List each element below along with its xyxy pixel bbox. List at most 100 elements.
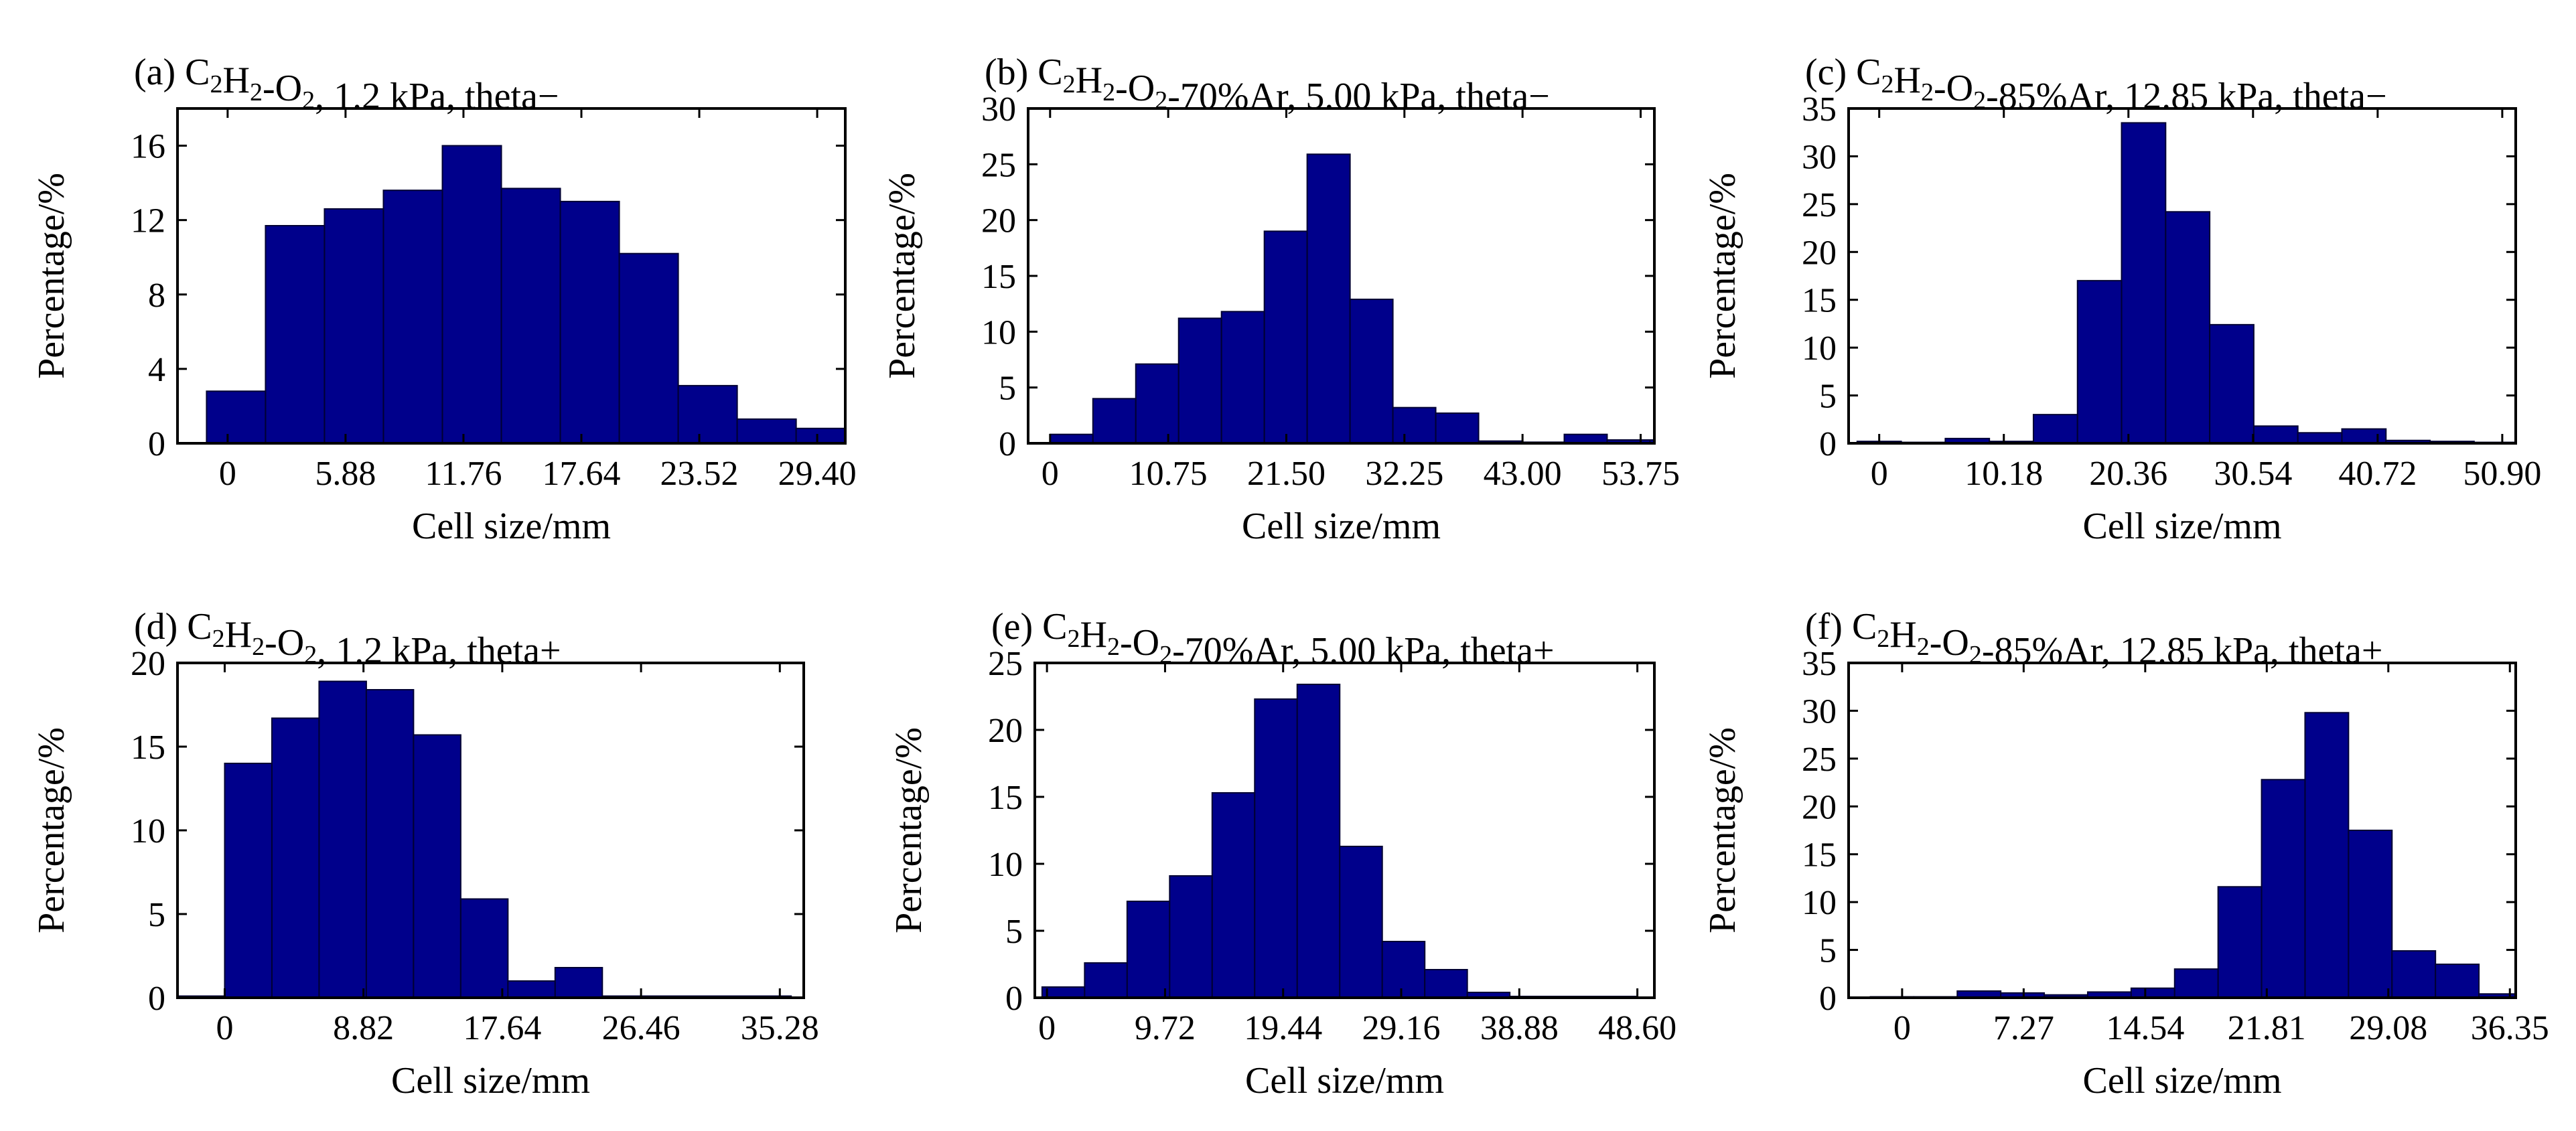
x-axis-label: Cell size/mm — [1242, 506, 1441, 547]
y-tick-label: 15 — [1802, 282, 1837, 320]
y-tick-label: 20 — [981, 202, 1016, 240]
chart-panel-1: 0 5 10 15 20 25 30 0 10.75 21.50 32.25 43.00 53.75 Ce… — [881, 52, 1680, 547]
x-tick-label: 50.90 — [2463, 455, 2541, 493]
y-tick-label: 4 — [148, 351, 165, 389]
y-tick-label: 5 — [148, 896, 165, 934]
chart-title: (b) C2H2-O2-70%Ar, 5.00 kPa, theta− — [985, 52, 1550, 117]
bar — [365, 689, 415, 998]
bar — [413, 734, 461, 998]
x-tick-label: 43.00 — [1484, 455, 1562, 493]
x-tick-label: 29.16 — [1362, 1009, 1441, 1047]
x-tick-label: 10.18 — [1964, 455, 2043, 493]
y-tick-label: 15 — [131, 729, 165, 767]
bar — [618, 252, 679, 444]
bar — [2165, 211, 2211, 444]
x-tick-label: 21.81 — [2228, 1009, 2306, 1047]
chart-title: (a) C2H2-O2, 1.2 kPa, theta− — [134, 52, 559, 117]
x-tick-label: 5.88 — [315, 455, 376, 493]
y-axis-label: Percentage/% — [888, 727, 930, 933]
bar — [2121, 122, 2167, 445]
bar — [2032, 414, 2078, 445]
bar — [224, 763, 273, 998]
bar — [1392, 406, 1437, 445]
bar — [559, 200, 620, 444]
x-tick-label: 9.72 — [1135, 1009, 1196, 1047]
x-tick-label: 17.64 — [542, 455, 620, 493]
x-tick-label: 26.46 — [602, 1009, 681, 1047]
y-tick-label: 0 — [148, 425, 165, 463]
bar — [1435, 412, 1480, 444]
y-tick-label: 15 — [981, 258, 1016, 296]
y-axis-label: Percentage/% — [1702, 173, 1743, 379]
bar — [318, 680, 367, 998]
x-tick-label: 35.28 — [741, 1009, 819, 1047]
y-tick-label: 15 — [1802, 836, 1837, 875]
x-axis-label: Cell size/mm — [391, 1060, 590, 1102]
y-tick-label: 25 — [1802, 741, 1837, 779]
bar — [2076, 280, 2123, 444]
x-tick-label: 23.52 — [660, 455, 739, 493]
x-tick-label: 0 — [216, 1009, 233, 1047]
x-axis-label: Cell size/mm — [1245, 1060, 1444, 1102]
x-tick-label: 0 — [1871, 455, 1888, 493]
bar — [677, 384, 738, 445]
bar — [1126, 901, 1171, 998]
y-tick-label: 5 — [999, 370, 1016, 408]
y-tick-label: 12 — [131, 202, 165, 240]
y-tick-label: 25 — [981, 146, 1016, 184]
y-tick-label: 10 — [988, 846, 1023, 884]
x-tick-label: 53.75 — [1601, 455, 1680, 493]
y-axis-label: Percentage/% — [881, 173, 923, 379]
chart-title: (f) C2H2-O2-85%Ar, 12.85 kPa, theta+ — [1805, 606, 2382, 672]
y-tick-label: 8 — [148, 277, 165, 315]
bar — [1041, 986, 1086, 998]
y-tick-label: 35 — [1802, 645, 1837, 683]
bar — [1177, 317, 1222, 445]
x-axis-label: Cell size/mm — [2082, 506, 2281, 547]
x-axis-label: Cell size/mm — [412, 506, 611, 547]
y-tick-label: 20 — [131, 645, 165, 683]
y-tick-label: 25 — [1802, 186, 1837, 224]
plot-frame — [1847, 107, 2517, 445]
bar — [324, 208, 384, 444]
chart-title: (d) C2H2-O2, 1.2 kPa, theta+ — [134, 606, 561, 672]
y-tick-label: 0 — [999, 425, 1016, 463]
bar — [1135, 363, 1179, 445]
chart-panel-0: 0 4 8 12 16 0 5.88 11.76 17.64 23.52 29.40 Cell siz… — [31, 52, 857, 547]
x-tick-label: 19.44 — [1244, 1009, 1322, 1047]
bar — [1220, 311, 1265, 445]
x-tick-label: 10.75 — [1129, 455, 1208, 493]
chart-title: (e) C2H2-O2-70%Ar, 5.00 kPa, theta+ — [991, 606, 1555, 672]
y-tick-label: 5 — [1819, 378, 1837, 416]
x-axis-label: Cell size/mm — [2082, 1060, 2281, 1102]
x-tick-label: 14.54 — [2106, 1009, 2184, 1047]
y-axis-label: Percentage/% — [1702, 727, 1743, 933]
bar — [2130, 987, 2175, 998]
x-tick-label: 0 — [1038, 1009, 1056, 1047]
x-tick-label: 38.88 — [1480, 1009, 1559, 1047]
bar — [459, 898, 509, 998]
bar — [2348, 830, 2393, 998]
x-tick-label: 11.76 — [425, 455, 502, 493]
chart-panel-3: 0 5 10 15 20 0 8.82 17.64 26.46 35.28 Cell size/mm… — [31, 606, 819, 1102]
y-tick-label: 0 — [148, 980, 165, 1018]
y-tick-label: 30 — [981, 90, 1016, 129]
bar — [382, 190, 443, 444]
bar — [1211, 792, 1256, 998]
bar — [1092, 398, 1137, 444]
y-tick-label: 10 — [131, 812, 165, 850]
x-tick-label: 17.64 — [463, 1009, 541, 1047]
y-tick-label: 30 — [1802, 138, 1837, 176]
plot-frame — [1033, 662, 1656, 999]
bar — [2217, 886, 2263, 999]
bar — [2173, 968, 2219, 998]
bar — [2304, 712, 2350, 999]
plot-frame — [1847, 662, 2517, 999]
x-tick-label: 29.08 — [2349, 1009, 2427, 1047]
bar — [507, 980, 556, 998]
x-tick-label: 7.27 — [1993, 1009, 2054, 1047]
bar — [1169, 875, 1213, 998]
y-tick-label: 16 — [131, 128, 165, 166]
y-tick-label: 10 — [1802, 884, 1837, 922]
bar — [1296, 684, 1341, 998]
